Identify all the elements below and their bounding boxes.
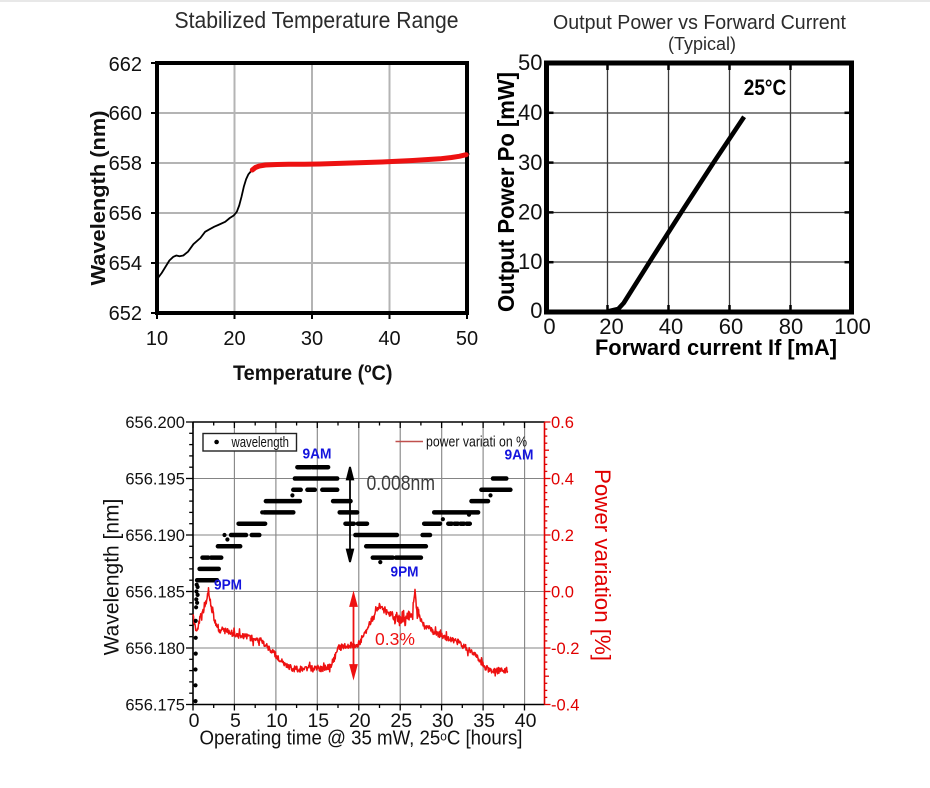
svg-text:20: 20: [599, 314, 623, 339]
svg-text:0.008nm: 0.008nm: [367, 472, 436, 495]
svg-text:9AM: 9AM: [505, 447, 534, 464]
svg-text:35: 35: [473, 710, 495, 732]
svg-text:10: 10: [518, 249, 542, 274]
svg-text:Power variation [%]: Power variation [%]: [590, 469, 615, 661]
svg-text:Wavelength (nm): Wavelength (nm): [87, 110, 110, 285]
svg-text:Output Power vs Forward Curren: Output Power vs Forward Current: [553, 11, 846, 34]
svg-text:30: 30: [301, 328, 323, 350]
svg-text:Temperature (ºC): Temperature (ºC): [233, 361, 393, 385]
svg-text:wavelength: wavelength: [231, 435, 289, 451]
svg-text:-0.4: -0.4: [551, 697, 579, 715]
svg-text:40: 40: [378, 328, 400, 350]
svg-text:Output Power Po [mW]: Output Power Po [mW]: [493, 72, 519, 312]
svg-text:30: 30: [518, 150, 542, 175]
svg-text:-0.2: -0.2: [551, 640, 579, 658]
svg-text:656.200: 656.200: [125, 414, 185, 432]
svg-text:9PM: 9PM: [391, 564, 419, 581]
svg-text:50: 50: [456, 328, 478, 350]
svg-text:Operating time @ 35 mW, 25oC [: Operating time @ 35 mW, 25oC [hours]: [200, 727, 523, 750]
svg-text:0.6: 0.6: [551, 414, 574, 432]
svg-text:40: 40: [518, 100, 542, 125]
svg-text:660: 660: [109, 103, 142, 125]
svg-text:80: 80: [779, 314, 803, 339]
svg-text:Forward current If [mA]: Forward current If [mA]: [595, 335, 837, 360]
svg-text:9AM: 9AM: [303, 446, 332, 463]
svg-text:652: 652: [109, 303, 142, 325]
svg-text:10: 10: [146, 328, 168, 350]
svg-text:656.180: 656.180: [125, 640, 185, 658]
svg-text:Wavelength [nm]: Wavelength [nm]: [101, 499, 124, 656]
svg-text:656.190: 656.190: [125, 527, 185, 545]
svg-text:0.3%: 0.3%: [375, 629, 415, 649]
svg-text:9PM: 9PM: [214, 577, 242, 594]
svg-text:40: 40: [515, 710, 537, 732]
svg-text:0.0: 0.0: [551, 584, 574, 602]
svg-text:658: 658: [109, 153, 142, 175]
svg-text:0: 0: [543, 314, 555, 339]
svg-text:30: 30: [432, 710, 454, 732]
svg-text:662: 662: [109, 54, 142, 76]
svg-text:5: 5: [230, 710, 241, 732]
svg-text:100: 100: [834, 314, 871, 339]
svg-text:656.175: 656.175: [125, 697, 185, 715]
svg-text:Stabilized Temperature Range: Stabilized Temperature Range: [175, 7, 459, 33]
svg-text:0.2: 0.2: [551, 527, 574, 545]
svg-text:654: 654: [109, 253, 142, 275]
svg-text:25: 25: [390, 710, 412, 732]
svg-text:20: 20: [518, 200, 542, 225]
svg-text:25°C: 25°C: [744, 75, 787, 100]
svg-text:power variati on %: power variati on %: [426, 434, 527, 451]
svg-text:0: 0: [530, 298, 542, 323]
svg-text:50: 50: [518, 50, 542, 75]
svg-text:15: 15: [307, 710, 329, 732]
svg-text:(Typical): (Typical): [668, 33, 736, 54]
svg-text:60: 60: [719, 314, 743, 339]
svg-text:656.185: 656.185: [125, 584, 185, 602]
svg-text:656.195: 656.195: [125, 471, 185, 489]
svg-text:40: 40: [659, 314, 683, 339]
svg-text:656: 656: [109, 203, 142, 225]
svg-text:20: 20: [223, 328, 245, 350]
svg-text:10: 10: [266, 710, 288, 732]
svg-text:0.4: 0.4: [551, 471, 574, 489]
svg-text:20: 20: [349, 710, 371, 732]
svg-text:0: 0: [189, 710, 200, 732]
